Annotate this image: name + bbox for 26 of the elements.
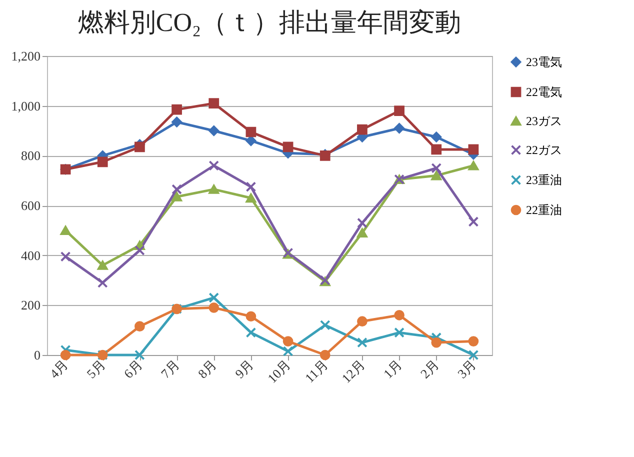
x-tick-label: 4月 <box>46 356 71 382</box>
legend-label: 23重油 <box>526 173 562 187</box>
x-tick-label: 11月 <box>302 356 331 386</box>
y-tick-label: 600 <box>21 198 40 213</box>
y-tick-label: 200 <box>21 298 40 313</box>
x-tick-label: 6月 <box>120 356 146 382</box>
y-tick-label: 800 <box>21 148 40 164</box>
chart-title: 燃料別CO₂（ｔ）排出量年間変動 <box>78 8 462 37</box>
y-tick-label: 1,200 <box>11 48 40 64</box>
y-tick-label: 400 <box>21 248 40 263</box>
x-tick-label: 5月 <box>84 356 108 382</box>
legend-label: 22ガス <box>526 143 562 157</box>
y-tick-label: 1,000 <box>11 98 40 114</box>
y-tick-label: 0 <box>34 348 40 362</box>
x-tick-label: 10月 <box>264 356 294 386</box>
x-tick-label: 7月 <box>158 356 182 382</box>
legend-label: 23電気 <box>526 55 562 69</box>
x-tick-label: 8月 <box>194 356 220 382</box>
x-tick-label: 12月 <box>338 356 368 386</box>
legend-label: 22重油 <box>526 203 562 217</box>
x-tick-label: 1月 <box>380 356 405 382</box>
legend-label: 22電気 <box>526 85 562 99</box>
x-tick-label: 9月 <box>232 356 256 382</box>
x-tick-label: 3月 <box>454 356 479 382</box>
legend-label: 23ガス <box>526 114 562 128</box>
x-tick-label: 2月 <box>417 356 442 382</box>
